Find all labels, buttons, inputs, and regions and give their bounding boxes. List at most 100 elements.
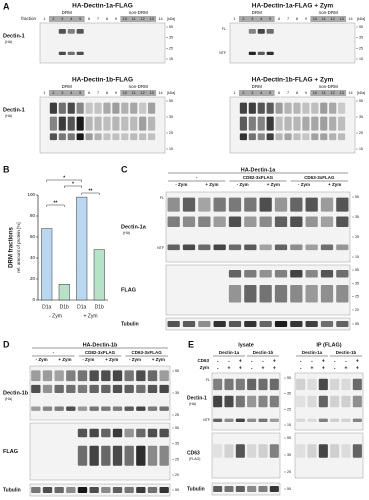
band <box>89 487 99 493</box>
band <box>311 133 319 141</box>
band <box>296 418 306 423</box>
band <box>77 370 88 382</box>
group-label: Dectin-1b <box>253 350 274 355</box>
band <box>257 51 265 55</box>
band <box>112 116 120 131</box>
band <box>198 197 211 212</box>
section-header: lysate <box>238 342 254 348</box>
band <box>213 378 223 391</box>
band <box>148 116 156 131</box>
band <box>341 444 351 458</box>
band <box>336 270 349 278</box>
band <box>112 406 123 411</box>
sign: - <box>228 358 230 364</box>
sign: + <box>228 365 231 371</box>
band <box>307 444 317 458</box>
band <box>239 116 247 131</box>
band <box>274 285 288 303</box>
antibody-label: Tubulin <box>121 321 139 327</box>
lane-number: 5 <box>269 91 271 95</box>
condition-label: CD82-3xFLAG <box>85 350 116 355</box>
band <box>320 244 334 251</box>
band <box>213 321 226 327</box>
band <box>224 418 234 423</box>
band <box>136 384 146 393</box>
band <box>213 216 226 227</box>
band <box>77 428 88 438</box>
kda-marker: 25 <box>175 413 179 417</box>
band <box>124 370 134 382</box>
antibody-label: Tubulin <box>187 486 205 492</box>
band <box>330 378 340 391</box>
antibody-label: Dectin-1a <box>121 224 147 230</box>
significance-bracket <box>46 179 82 182</box>
band <box>302 133 310 141</box>
lane-number: 8 <box>296 17 298 21</box>
band <box>228 216 242 227</box>
lane-number: 9 <box>305 91 307 95</box>
band <box>112 445 123 466</box>
band <box>182 244 196 251</box>
lane-number: 4 <box>260 91 262 95</box>
band <box>352 395 362 408</box>
band <box>76 29 84 34</box>
blot-title: HA-Dectin-1a-FLAG <box>72 3 133 10</box>
blot <box>294 432 364 479</box>
group-label: Dectin-1a <box>302 350 323 355</box>
y-axis-label: rel. amount of protein [%] <box>16 222 21 272</box>
lane-number: 9 <box>115 91 117 95</box>
band <box>85 133 93 141</box>
lane-number: 12 <box>331 17 335 21</box>
band <box>77 384 88 393</box>
panel-label: D <box>3 339 10 349</box>
band <box>269 418 279 423</box>
kda-marker: 35 <box>169 115 173 119</box>
band <box>338 133 346 141</box>
bar <box>76 196 88 301</box>
kda-marker: 25 <box>359 46 363 50</box>
band <box>259 216 272 227</box>
non-drm-label: non-DRM <box>319 10 339 15</box>
band <box>54 370 64 382</box>
kda-marker: 35 <box>175 442 179 446</box>
y-tick-label: 0 <box>32 297 35 302</box>
drm-label: DRM <box>62 10 72 15</box>
kda-marker: 55 <box>355 195 359 199</box>
band <box>159 406 169 411</box>
band <box>320 102 328 114</box>
band <box>266 116 274 131</box>
band <box>258 378 268 391</box>
kda-marker: 35 <box>287 453 291 457</box>
zym-label: - Zym <box>82 357 94 362</box>
band <box>101 428 111 438</box>
band <box>147 384 158 393</box>
band <box>42 384 53 393</box>
lane-number: 13 <box>339 91 343 95</box>
blot <box>165 191 351 263</box>
band <box>167 216 180 227</box>
panel-label: A <box>3 1 10 11</box>
lane-number: 9 <box>115 17 117 21</box>
band <box>31 487 41 493</box>
band <box>244 216 257 227</box>
condition-label: CD63-3xFLAG <box>304 175 335 180</box>
band <box>311 102 319 114</box>
kda-marker: 35 <box>355 281 359 285</box>
band <box>228 197 242 212</box>
band <box>67 29 75 34</box>
band <box>259 270 272 278</box>
band <box>167 197 180 212</box>
panel-label: E <box>188 339 194 349</box>
blot-title: HA-Dectin-1a-FLAG + Zym <box>252 3 334 10</box>
lane-number: 11 <box>132 17 136 21</box>
band <box>235 444 245 458</box>
antibody-tag: (HA) <box>5 40 12 44</box>
band <box>42 406 53 411</box>
band <box>318 378 328 391</box>
band <box>307 395 317 408</box>
significance: ** <box>54 200 58 206</box>
sign: + <box>311 365 314 371</box>
sign: + <box>273 365 276 371</box>
band <box>258 395 268 408</box>
lane-number: 3 <box>251 91 253 95</box>
